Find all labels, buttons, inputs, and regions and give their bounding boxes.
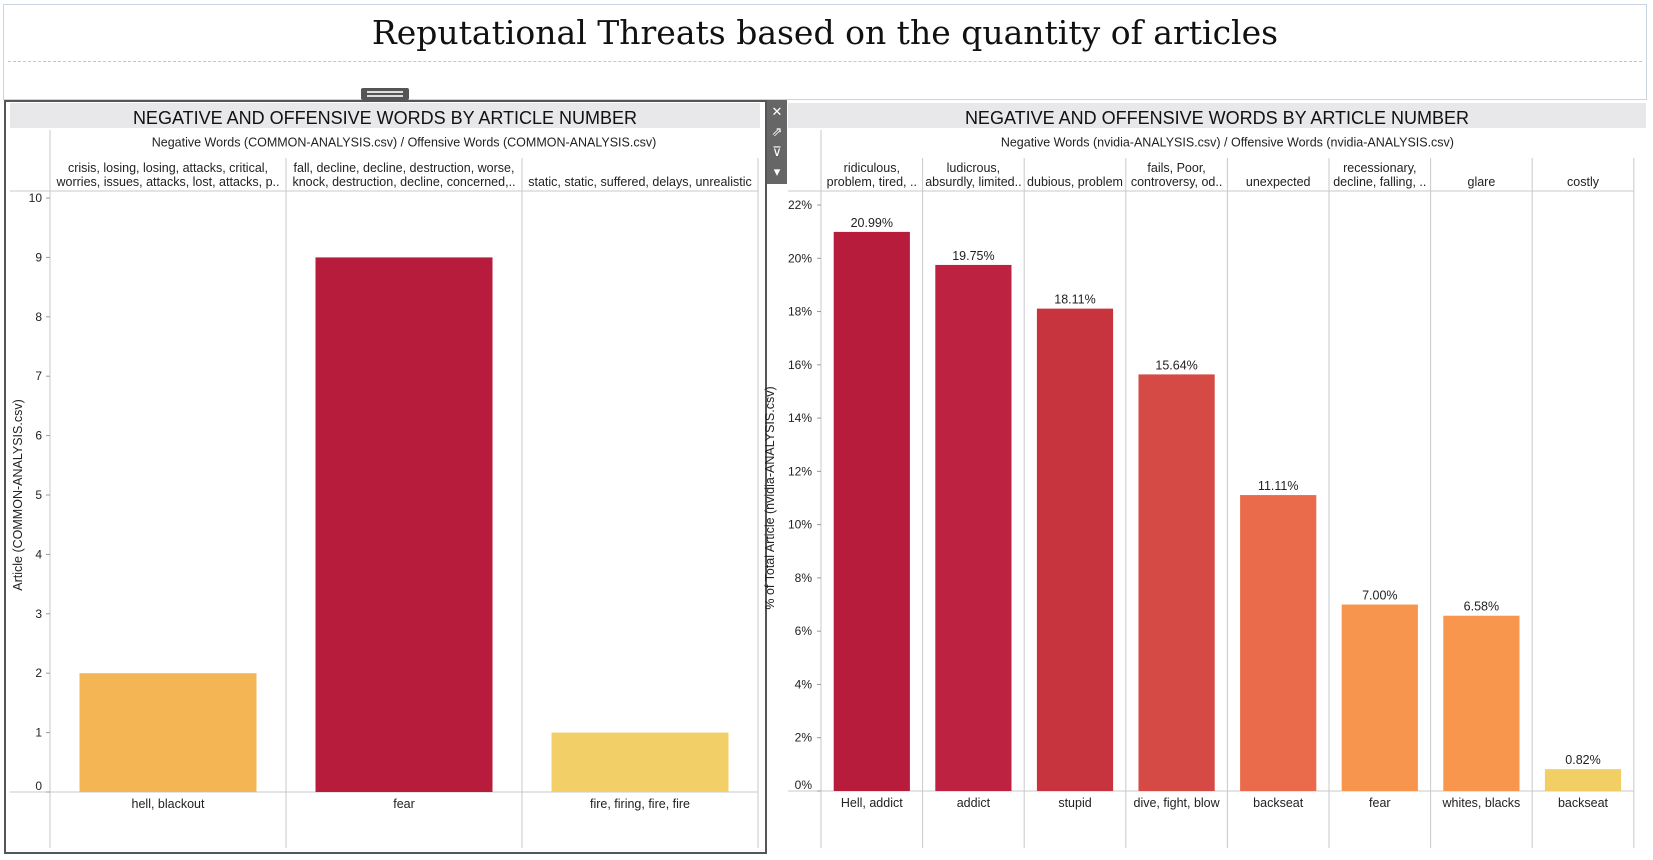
y-axis-label: Article (COMMON-ANALYSIS.csv) [11, 399, 25, 590]
y-axis-label: % of Total Article (nvidia-ANALYSIS.csv) [763, 386, 777, 609]
bar[interactable] [551, 732, 729, 792]
open-external-icon[interactable]: ⇗ [771, 124, 783, 139]
group-header-label: recessionary, decline, falling, .. [1333, 161, 1426, 189]
drag-handle[interactable] [361, 88, 409, 100]
sheet-title: NEGATIVE AND OFFENSIVE WORDS BY ARTICLE … [133, 108, 637, 128]
group-header-label: static, static, suffered, delays, unreal… [528, 175, 751, 189]
group-header-label: dubious, problem [1027, 175, 1123, 189]
y-tick-label: 12% [788, 464, 812, 478]
data-label: 20.99% [851, 216, 893, 230]
category-label: whites, blacks [1441, 796, 1520, 810]
bar[interactable] [1443, 615, 1520, 791]
y-tick-label: 4% [795, 677, 813, 691]
category-label: backseat [1253, 796, 1304, 810]
bar[interactable] [1341, 604, 1418, 791]
y-tick-label: 0% [795, 778, 813, 792]
y-tick-label: 18% [788, 305, 812, 319]
column-header-title: Negative Words (COMMON-ANALYSIS.csv) / O… [152, 135, 657, 149]
sheet-title-band [10, 103, 760, 128]
y-tick-label: 7 [35, 369, 42, 383]
group-header-label: ludicrous, absurdly, limited.. [925, 161, 1021, 189]
data-label: 15.64% [1155, 358, 1197, 372]
dashboard-title-box: Reputational Threats based on the quanti… [3, 4, 1647, 100]
bar[interactable] [1138, 374, 1215, 791]
y-tick-label: 14% [788, 411, 812, 425]
column-header-title: Negative Words (nvidia-ANALYSIS.csv) / O… [1001, 135, 1454, 149]
y-tick-label: 10 [29, 191, 43, 205]
y-tick-label: 2% [795, 731, 813, 745]
group-header-label: ridiculous, problem, tired, .. [827, 161, 917, 189]
bar[interactable] [315, 257, 493, 792]
sheet-title: NEGATIVE AND OFFENSIVE WORDS BY ARTICLE … [965, 108, 1469, 128]
filter-icon[interactable]: ⊽ [772, 144, 782, 159]
selected-sheet-frame [4, 100, 767, 854]
y-tick-label: 0 [35, 779, 42, 793]
bar[interactable] [1544, 769, 1622, 791]
bar[interactable] [833, 231, 910, 792]
category-label: addict [957, 796, 991, 810]
bar[interactable] [935, 264, 1012, 791]
data-label: 0.82% [1565, 753, 1600, 767]
y-tick-label: 3 [35, 607, 42, 621]
y-tick-label: 6% [795, 624, 813, 638]
data-label: 7.00% [1362, 589, 1397, 603]
group-header-label: unexpected [1246, 175, 1311, 189]
y-tick-label: 9 [35, 250, 42, 264]
y-tick-label: 20% [788, 251, 812, 265]
y-tick-label: 8% [795, 571, 813, 585]
group-header-label: crisis, losing, losing, attacks, critica… [56, 161, 280, 189]
y-tick-label: 4 [35, 547, 42, 561]
dashboard-title: Reputational Threats based on the quanti… [371, 13, 1279, 52]
data-label: 11.11% [1258, 479, 1299, 493]
category-label: Hell, addict [841, 796, 903, 810]
category-label: hell, blackout [132, 797, 205, 811]
y-tick-label: 1 [35, 726, 42, 740]
bar[interactable] [1036, 308, 1114, 791]
category-label: dive, fight, blow [1134, 796, 1221, 810]
sheet-title-band [788, 103, 1646, 128]
y-tick-label: 8 [35, 310, 42, 324]
title-divider [8, 61, 1642, 62]
sheet-toolbar: ✕ ⇗ ⊽ ▾ [767, 100, 787, 184]
category-label: fear [393, 797, 415, 811]
group-header-label: costly [1567, 175, 1600, 189]
close-icon[interactable]: ✕ [771, 104, 783, 119]
y-tick-label: 5 [35, 488, 42, 502]
category-label: fire, firing, fire, fire [590, 797, 690, 811]
category-label: fear [1369, 796, 1391, 810]
dropdown-arrow-icon[interactable]: ▾ [773, 164, 781, 179]
data-label: 19.75% [952, 249, 994, 263]
group-header-label: fails, Poor, controversy, od.. [1131, 161, 1222, 189]
data-label: 18.11% [1054, 293, 1095, 307]
category-label: backseat [1558, 796, 1609, 810]
bar[interactable] [79, 673, 257, 792]
y-tick-label: 6 [35, 429, 42, 443]
y-tick-label: 10% [788, 518, 812, 532]
group-header-label: glare [1468, 175, 1496, 189]
y-tick-label: 22% [788, 198, 812, 212]
category-label: stupid [1058, 796, 1091, 810]
bar[interactable] [1240, 495, 1317, 791]
data-label: 6.58% [1464, 600, 1499, 614]
y-tick-label: 16% [788, 358, 812, 372]
y-tick-label: 2 [35, 666, 42, 680]
group-header-label: fall, decline, decline, destruction, wor… [292, 161, 515, 189]
